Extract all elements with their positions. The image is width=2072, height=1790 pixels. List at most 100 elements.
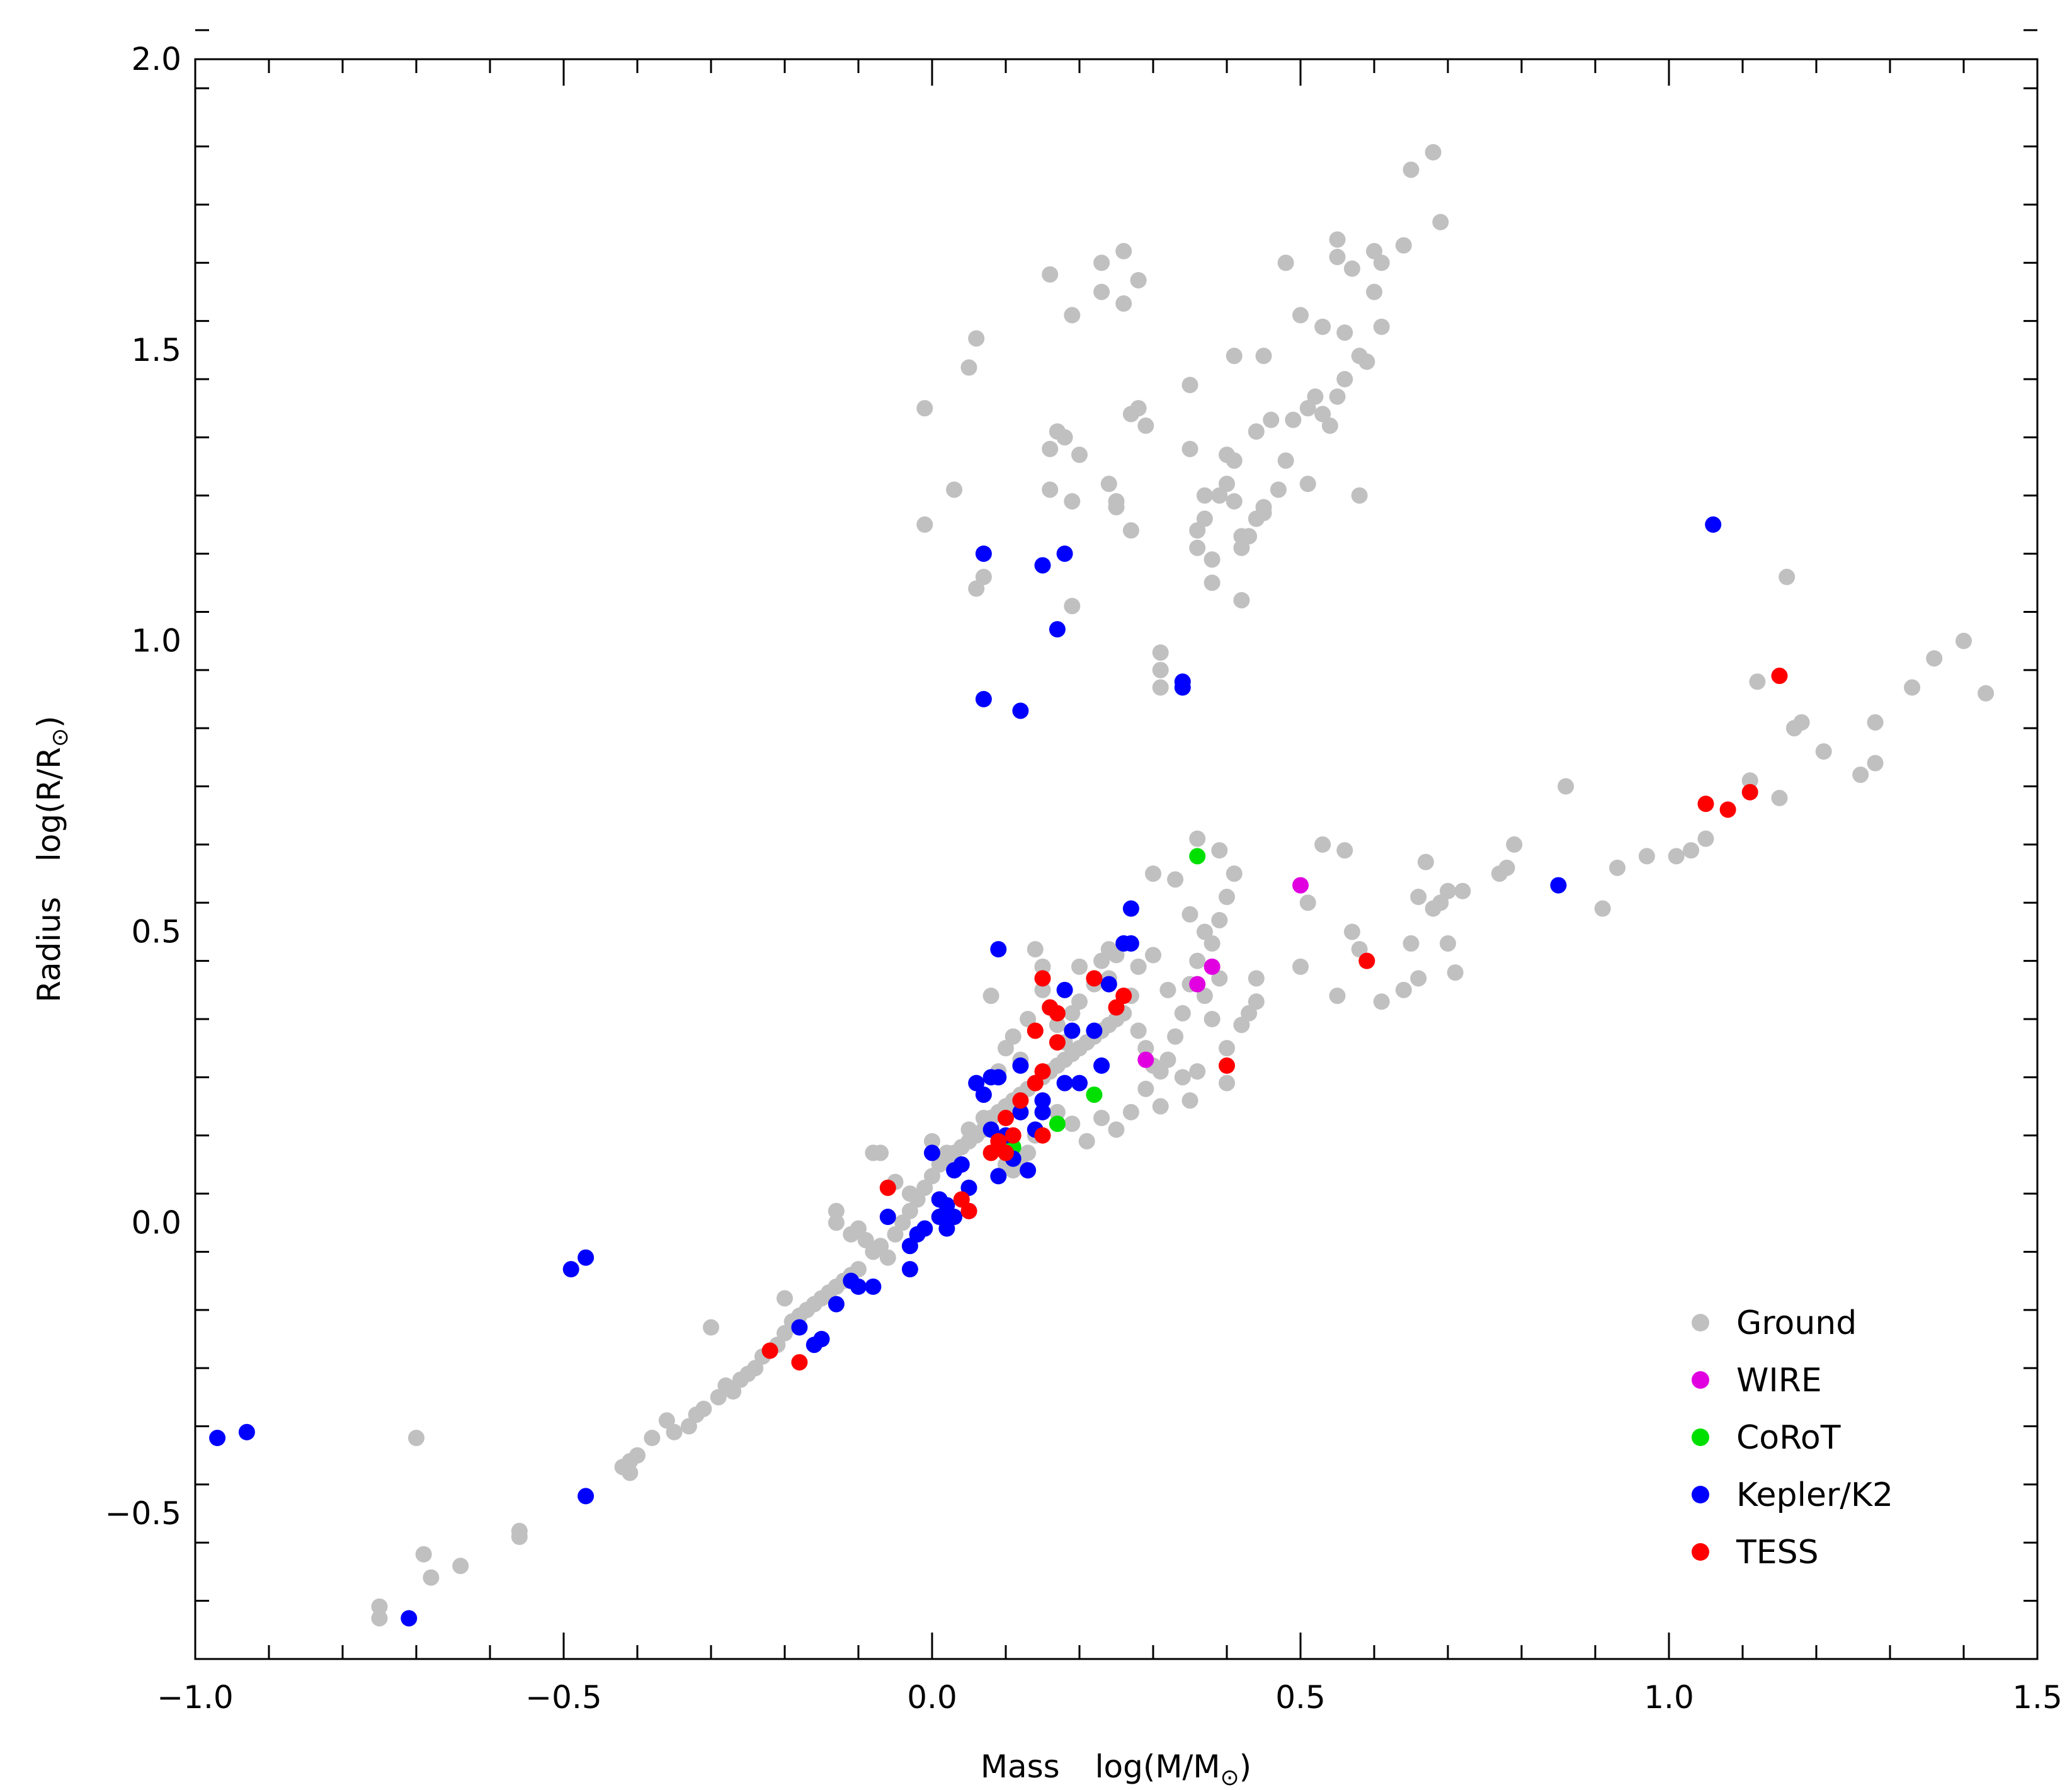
data-point xyxy=(916,400,933,417)
data-point xyxy=(1196,487,1213,504)
data-point xyxy=(1093,1110,1110,1127)
data-point xyxy=(828,1296,845,1313)
data-point xyxy=(1027,1075,1044,1092)
data-point xyxy=(1219,1057,1235,1074)
data-point xyxy=(1705,516,1722,533)
data-point xyxy=(1314,836,1331,853)
data-point xyxy=(408,1430,424,1447)
data-point xyxy=(238,1423,255,1440)
data-points xyxy=(209,144,1995,1627)
data-point xyxy=(1366,283,1382,300)
data-point xyxy=(1594,900,1611,917)
data-point xyxy=(1351,941,1368,958)
x-tick-label: 0.0 xyxy=(907,1679,957,1716)
data-point xyxy=(1336,842,1353,859)
data-point xyxy=(1071,958,1088,975)
data-point xyxy=(1395,981,1412,998)
data-point xyxy=(1211,487,1228,504)
data-point xyxy=(1181,377,1198,394)
data-point xyxy=(1152,1098,1169,1115)
data-point xyxy=(1137,417,1154,434)
legend-marker xyxy=(1692,1486,1709,1503)
data-point xyxy=(1255,499,1272,516)
data-point xyxy=(1366,242,1382,259)
data-point xyxy=(1056,545,1073,562)
data-point xyxy=(953,1156,970,1173)
legend-label: Ground xyxy=(1736,1304,1857,1342)
data-point xyxy=(1373,254,1390,271)
y-axis-title: Radius log(R/R⊙) xyxy=(31,715,73,1002)
data-point xyxy=(953,1191,970,1208)
y-axis-title-sub: ⊙ xyxy=(47,728,73,747)
legend: Ground WIRE CoRoT Kepler/K2 TESS xyxy=(1692,1304,1893,1571)
data-point xyxy=(901,1238,918,1255)
data-point xyxy=(1137,1051,1154,1068)
data-point xyxy=(1108,1121,1125,1138)
data-point xyxy=(1034,1092,1051,1109)
data-point xyxy=(901,1185,918,1202)
data-point xyxy=(813,1331,830,1347)
data-point xyxy=(578,1249,595,1266)
data-point xyxy=(1204,551,1221,568)
data-point xyxy=(1034,958,1051,975)
data-point xyxy=(1056,429,1073,446)
legend-marker xyxy=(1692,1314,1709,1331)
data-point xyxy=(901,1261,918,1278)
data-point xyxy=(1779,569,1796,586)
x-axis-title: Mass log(M/M⊙) xyxy=(981,1748,1251,1790)
data-point xyxy=(1167,871,1184,888)
data-point xyxy=(1867,714,1884,731)
data-point xyxy=(401,1610,418,1627)
data-point xyxy=(1145,947,1161,964)
data-point xyxy=(1248,993,1265,1010)
data-point xyxy=(1211,970,1228,987)
data-point xyxy=(1741,772,1758,789)
data-point xyxy=(1167,1028,1184,1045)
data-point xyxy=(1255,348,1272,365)
data-point xyxy=(1012,1092,1029,1109)
data-point xyxy=(1196,988,1213,1005)
data-point xyxy=(960,1179,977,1196)
data-point xyxy=(1299,894,1316,911)
x-tick-label: −1.0 xyxy=(157,1679,233,1716)
data-point xyxy=(1196,510,1213,527)
data-point xyxy=(1093,254,1110,271)
data-point xyxy=(1226,452,1243,469)
data-point xyxy=(1020,1011,1037,1027)
data-point xyxy=(1093,1057,1110,1074)
legend-item: Ground xyxy=(1692,1304,1857,1342)
data-point xyxy=(1189,522,1206,539)
data-point xyxy=(1292,877,1309,894)
data-point xyxy=(1042,266,1059,283)
data-point xyxy=(872,1144,889,1161)
data-point xyxy=(1219,1040,1235,1057)
data-point xyxy=(1137,1040,1154,1057)
data-point xyxy=(1241,528,1258,545)
data-point xyxy=(791,1354,808,1371)
data-point xyxy=(865,1278,882,1295)
data-point xyxy=(1697,795,1714,812)
data-point xyxy=(1174,1005,1191,1022)
data-point xyxy=(1049,1103,1066,1120)
data-point xyxy=(1042,481,1059,498)
legend-item: CoRoT xyxy=(1692,1419,1841,1457)
tick-labels: −1.0 −0.5 0.0 0.5 1.0 1.5 −0.5 0.0 0.5 1.0 1.5 2.0 xyxy=(105,41,2063,1716)
data-point xyxy=(1034,1063,1051,1080)
x-tick-label: −0.5 xyxy=(525,1679,601,1716)
data-point xyxy=(777,1325,793,1342)
data-point xyxy=(938,1144,955,1161)
data-point xyxy=(1329,988,1346,1005)
data-point xyxy=(1071,993,1088,1010)
data-point xyxy=(1741,784,1758,801)
data-point xyxy=(1027,941,1044,958)
data-point xyxy=(960,1202,977,1219)
data-point xyxy=(968,1075,985,1092)
data-point xyxy=(1410,970,1427,987)
data-point xyxy=(1152,679,1169,696)
data-point xyxy=(1189,830,1206,847)
data-point xyxy=(1410,889,1427,906)
data-point xyxy=(1115,988,1132,1005)
legend-marker xyxy=(1692,1371,1709,1389)
data-point xyxy=(695,1400,712,1417)
data-point xyxy=(562,1261,579,1278)
